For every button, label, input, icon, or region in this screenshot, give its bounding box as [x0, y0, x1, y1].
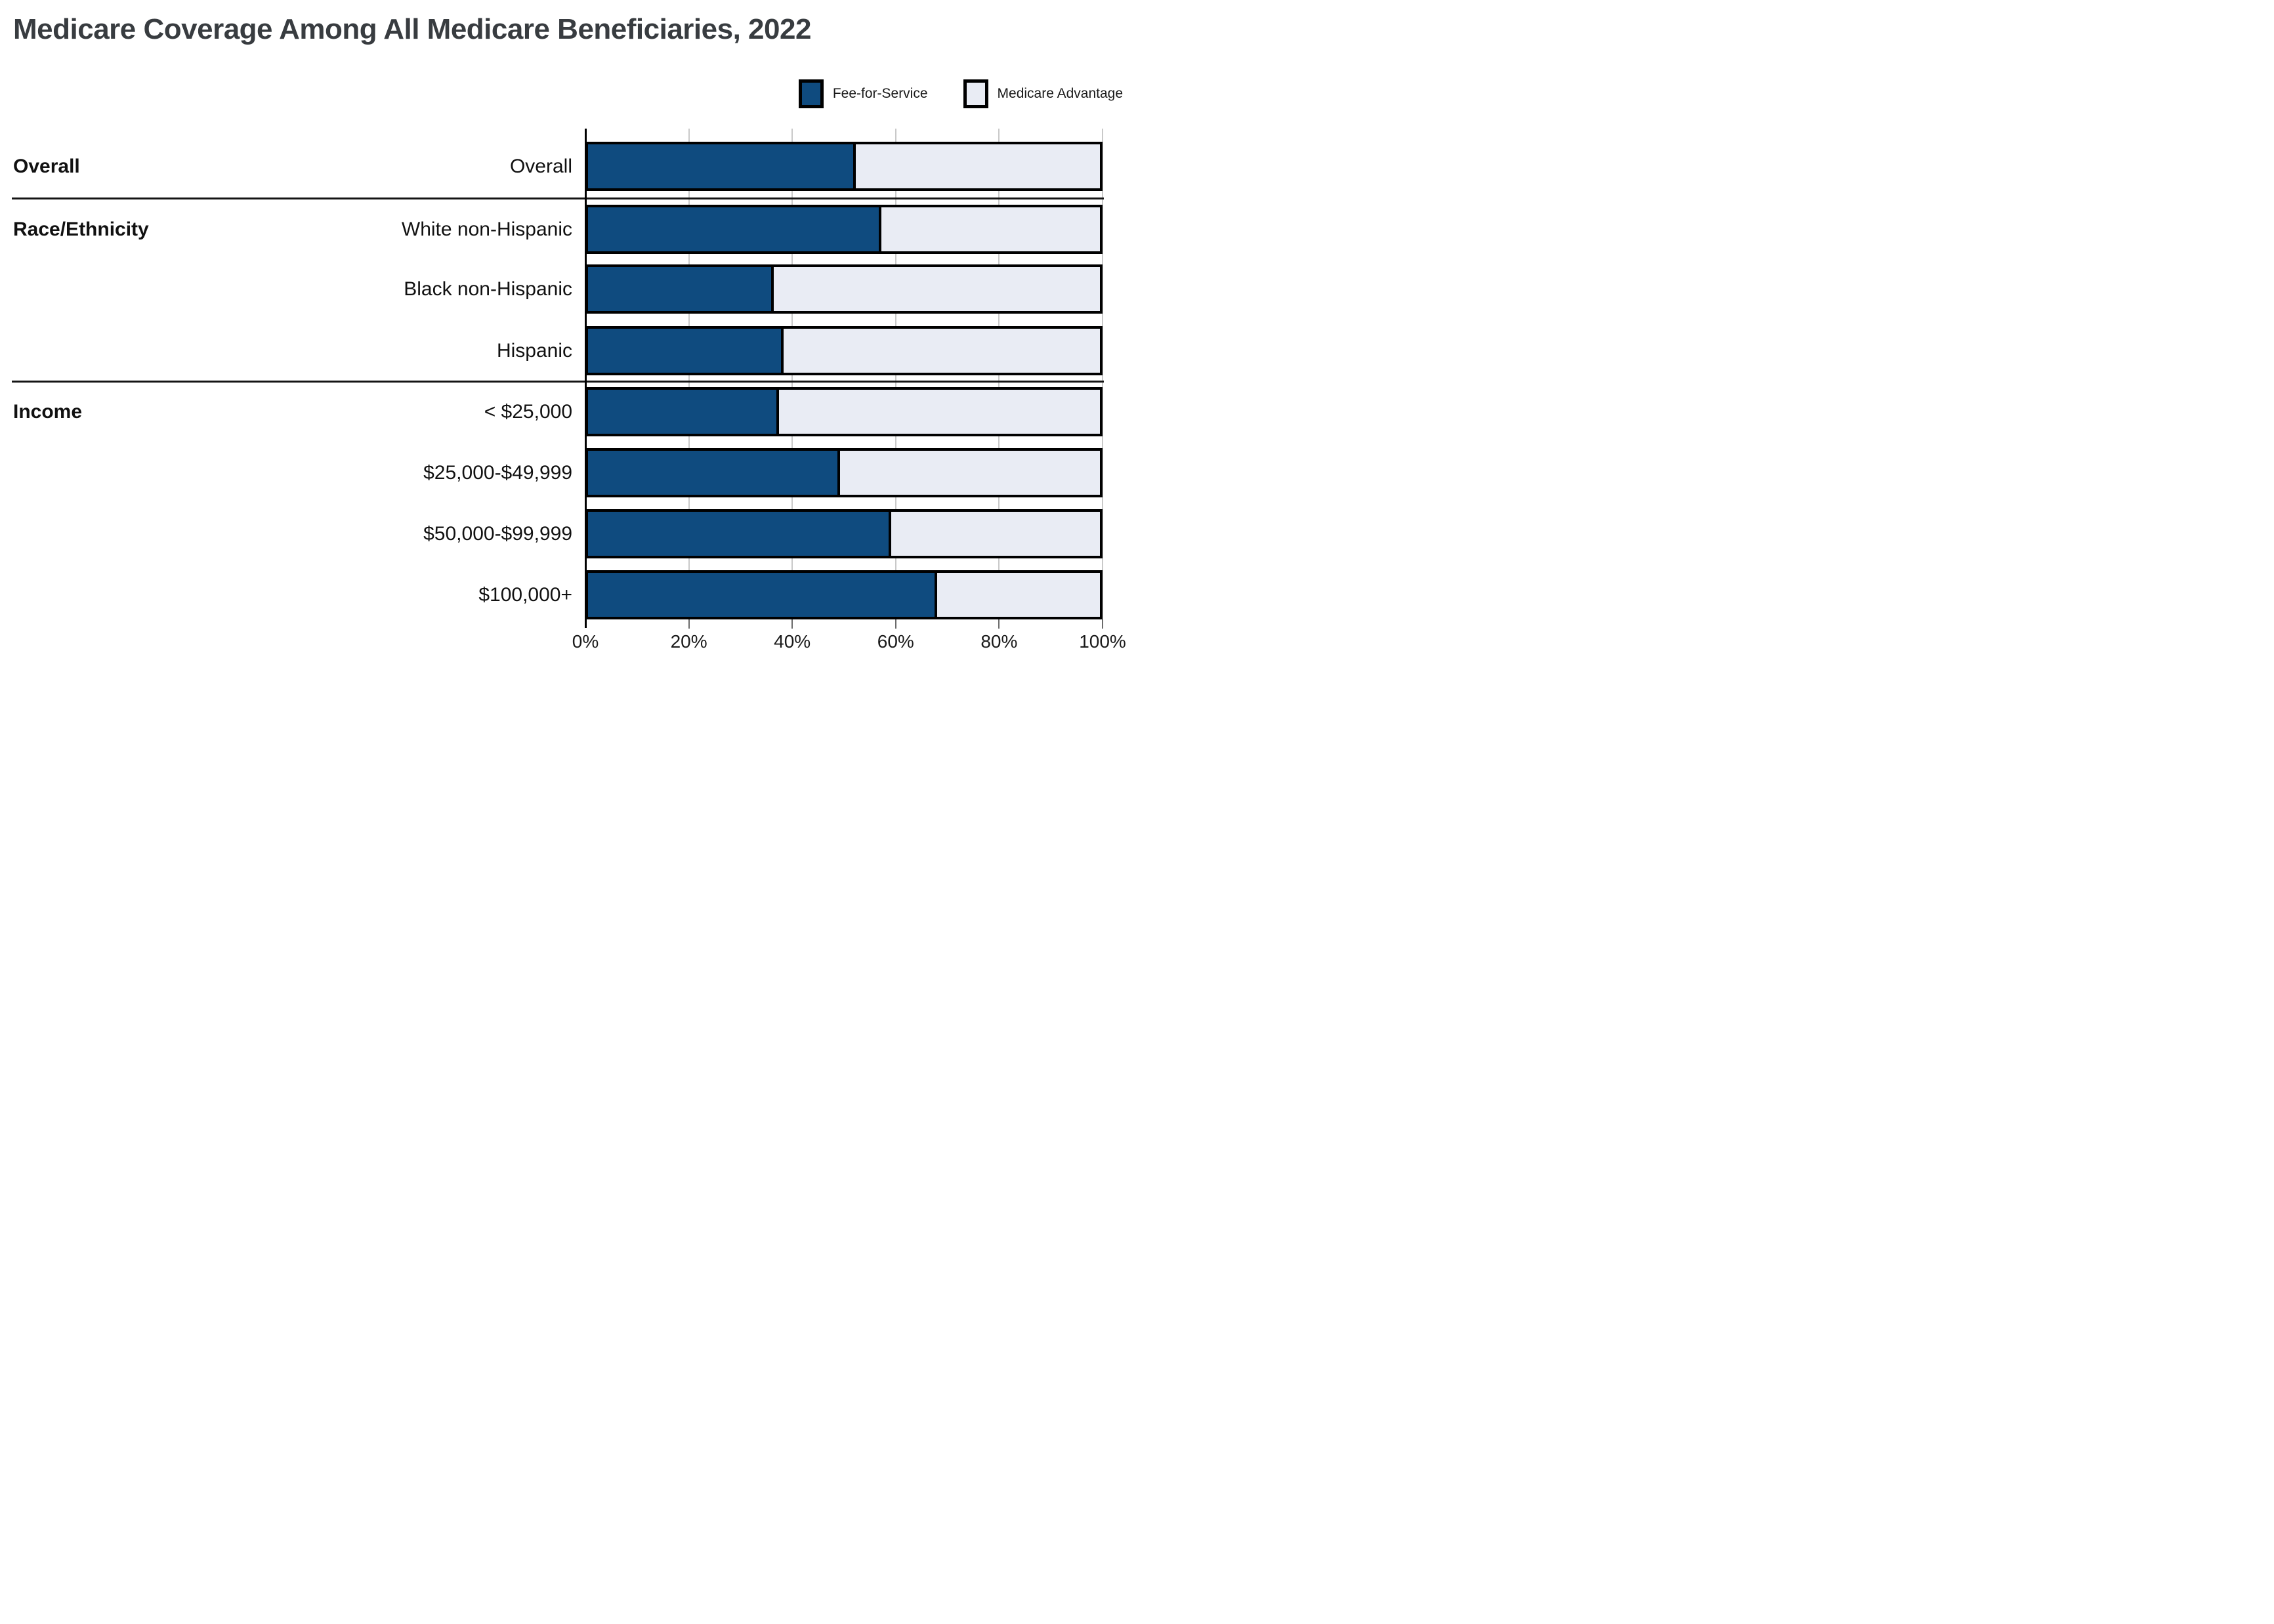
y-axis-line	[585, 129, 587, 628]
gridline	[1102, 129, 1103, 619]
row-label: White non-Hispanic	[401, 218, 572, 240]
bar-row	[585, 326, 1103, 375]
segment-fee-for-service	[588, 451, 841, 495]
segment-fee-for-service	[588, 267, 774, 311]
segment-fee-for-service	[588, 144, 856, 188]
segment-fee-for-service	[588, 512, 892, 556]
bar-row	[585, 448, 1103, 497]
axis-tick-label: 60%	[877, 631, 914, 652]
bar-row	[585, 142, 1103, 191]
legend-swatch-medicare-advantage	[963, 79, 988, 108]
axis-tick-label: 100%	[1079, 631, 1126, 652]
axis-tick	[1102, 619, 1103, 629]
segment-medicare-advantage	[891, 512, 1100, 556]
segment-medicare-advantage	[784, 329, 1100, 373]
bar-row	[585, 205, 1103, 254]
section-divider	[12, 197, 1104, 199]
row-label: $50,000-$99,999	[423, 522, 572, 545]
legend-swatch-fee-for-service	[798, 79, 824, 108]
axis-tick-label: 20%	[670, 631, 707, 652]
segment-fee-for-service	[588, 207, 881, 251]
chart-container: Medicare Coverage Among All Medicare Ben…	[0, 0, 1137, 812]
section-divider	[12, 381, 1104, 383]
axis-tick	[895, 619, 896, 629]
segment-medicare-advantage	[937, 573, 1100, 617]
chart-title: Medicare Coverage Among All Medicare Ben…	[13, 13, 811, 45]
section-label: Race/Ethnicity	[13, 218, 149, 240]
segment-medicare-advantage	[773, 267, 1100, 311]
axis-tick	[998, 619, 1000, 629]
segment-medicare-advantage	[855, 144, 1100, 188]
legend-label-fee-for-service: Fee-for-Service	[832, 86, 928, 101]
segment-fee-for-service	[588, 390, 779, 434]
axis-tick	[791, 619, 793, 629]
segment-medicare-advantage	[778, 390, 1100, 434]
row-label: Overall	[509, 155, 572, 177]
row-label: Hispanic	[496, 339, 572, 362]
segment-fee-for-service	[588, 329, 784, 373]
axis-tick-label: 40%	[774, 631, 811, 652]
row-label: < $25,000	[484, 400, 572, 423]
row-label: $100,000+	[478, 583, 572, 606]
segment-fee-for-service	[588, 573, 938, 617]
segment-medicare-advantage	[881, 207, 1100, 251]
bar-row	[585, 570, 1103, 619]
row-label: Black non-Hispanic	[404, 278, 572, 300]
bar-row	[585, 264, 1103, 314]
row-label: $25,000-$49,999	[423, 461, 572, 484]
bar-row	[585, 387, 1103, 436]
axis-tick-label: 80%	[980, 631, 1018, 652]
axis-tick-label: 0%	[572, 631, 599, 652]
segment-medicare-advantage	[840, 451, 1100, 495]
legend: Fee-for-Service Medicare Advantage	[798, 77, 1123, 110]
section-label: Overall	[13, 155, 80, 177]
legend-label-medicare-advantage: Medicare Advantage	[997, 86, 1123, 101]
axis-tick	[688, 619, 690, 629]
section-label: Income	[13, 400, 83, 423]
bar-row	[585, 509, 1103, 558]
